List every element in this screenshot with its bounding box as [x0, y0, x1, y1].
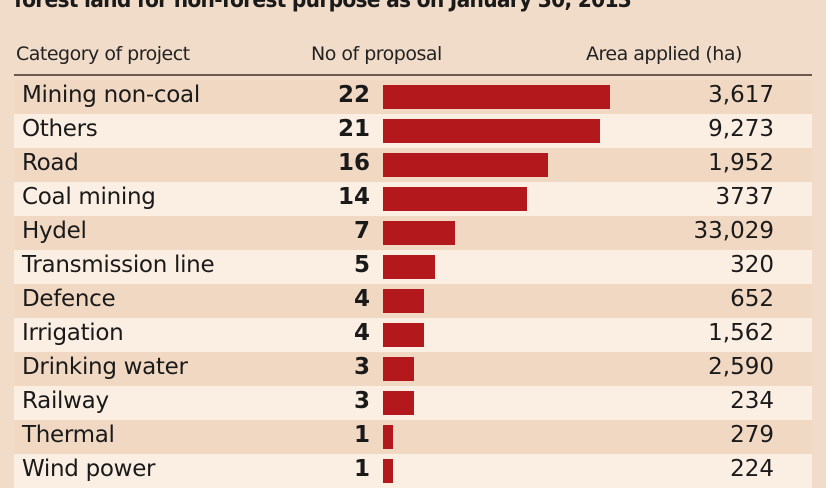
bar — [383, 357, 414, 381]
table-row: Railway 3 234 — [14, 386, 812, 420]
bar — [383, 221, 456, 245]
chart-rows: Mining non-coal 22 3,617 Others 21 9,273 Road 1… — [14, 80, 812, 488]
area-value: 1,952 — [708, 150, 774, 176]
category-label: Railway — [22, 388, 109, 414]
category-label: Transmission line — [22, 252, 215, 278]
category-label: Coal mining — [22, 184, 156, 210]
table-row: Irrigation 4 1,562 — [14, 318, 812, 352]
area-value: 320 — [730, 252, 774, 278]
bar — [383, 425, 394, 449]
area-value: 9,273 — [708, 116, 774, 142]
category-label: Wind power — [22, 456, 156, 482]
area-value: 652 — [730, 286, 774, 312]
area-value: 234 — [730, 388, 774, 414]
proposal-count: 1 — [353, 456, 370, 482]
category-label: Thermal — [22, 422, 115, 448]
category-label: Mining non-coal — [22, 82, 200, 108]
bar — [383, 187, 528, 211]
chart-title: forest land for non-forest purpose as on… — [14, 0, 632, 13]
bar — [383, 153, 549, 177]
category-label: Others — [22, 116, 98, 142]
table-row: Hydel 7 33,029 — [14, 216, 812, 250]
area-value: 3737 — [715, 184, 774, 210]
area-value: 2,590 — [708, 354, 774, 380]
table-row: Others 21 9,273 — [14, 114, 812, 148]
proposal-count: 21 — [337, 116, 370, 142]
bar — [383, 289, 425, 313]
area-value: 279 — [730, 422, 774, 448]
proposal-count: 7 — [353, 218, 370, 244]
category-label: Irrigation — [22, 320, 124, 346]
category-label: Road — [22, 150, 79, 176]
proposal-count: 16 — [337, 150, 370, 176]
header-divider — [14, 74, 812, 76]
area-value: 224 — [730, 456, 774, 482]
category-label: Drinking water — [22, 354, 188, 380]
table-row: Mining non-coal 22 3,617 — [14, 80, 812, 114]
proposal-count: 4 — [353, 286, 370, 312]
proposal-count: 5 — [353, 252, 370, 278]
proposal-count: 1 — [353, 422, 370, 448]
bar — [383, 85, 610, 109]
area-value: 1,562 — [708, 320, 774, 346]
area-value: 33,029 — [693, 218, 774, 244]
area-value: 3,617 — [708, 82, 774, 108]
bar — [383, 459, 394, 483]
bar — [383, 323, 425, 347]
proposal-count: 3 — [353, 388, 370, 414]
proposal-count: 22 — [337, 82, 370, 108]
header-category: Category of project — [16, 43, 190, 65]
bar — [383, 255, 435, 279]
category-label: Defence — [22, 286, 116, 312]
table-row: Transmission line 5 320 — [14, 250, 812, 284]
table-row: Wind power 1 224 — [14, 454, 812, 488]
proposal-count: 14 — [337, 184, 370, 210]
table-row: Drinking water 3 2,590 — [14, 352, 812, 386]
table-row: Road 16 1,952 — [14, 148, 812, 182]
proposal-count: 4 — [353, 320, 370, 346]
table-row: Coal mining 14 3737 — [14, 182, 812, 216]
table-row: Thermal 1 279 — [14, 420, 812, 454]
proposal-count: 3 — [353, 354, 370, 380]
bar — [383, 391, 414, 415]
header-proposals: No of proposal — [311, 43, 442, 65]
table-row: Defence 4 652 — [14, 284, 812, 318]
bar — [383, 119, 600, 143]
header-area: Area applied (ha) — [586, 43, 742, 65]
category-label: Hydel — [22, 218, 87, 244]
